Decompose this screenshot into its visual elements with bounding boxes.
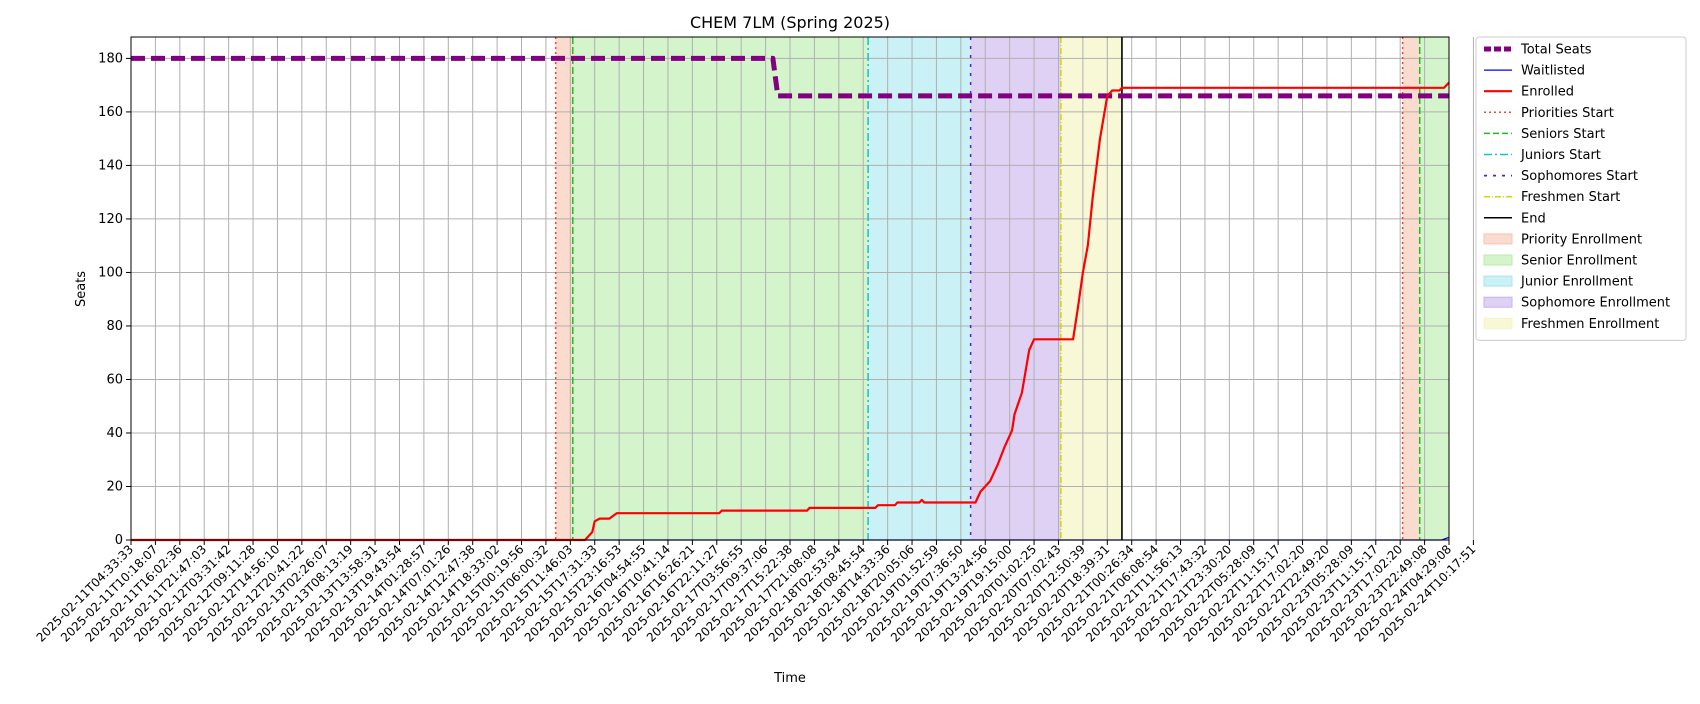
region-senior-enrollment-1 — [572, 37, 869, 540]
legend-label: Sophomore Enrollment — [1521, 296, 1670, 311]
legend-label: Junior Enrollment — [1520, 275, 1633, 290]
legend-swatch — [1483, 275, 1513, 287]
legend-label: End — [1521, 211, 1546, 226]
legend-swatch — [1483, 254, 1513, 266]
y-tick-label: 60 — [106, 372, 123, 387]
y-axis-ticks: 0 20 40 60 80 100 120 140 160 180 — [98, 51, 131, 548]
legend-label: Seniors Start — [1521, 127, 1605, 142]
legend: Total Seats Waitlisted Enrolled Priorities … — [1475, 36, 1687, 341]
legend-label: Freshmen Enrollment — [1521, 317, 1659, 332]
x-axis-ticks: 2025-02-11T04:33:332025-02-11T10:18:0720… — [34, 540, 1479, 645]
series-total-seats-line — [131, 55, 1449, 99]
region-sophomore-enrollment-3 — [970, 37, 1061, 540]
y-tick-label: 80 — [106, 319, 123, 334]
legend-label: Senior Enrollment — [1521, 254, 1637, 269]
series-enrolled-line — [131, 81, 1450, 542]
legend-box — [1475, 36, 1687, 341]
region-priority-enrollment-0 — [555, 37, 573, 540]
legend-label: Freshmen Start — [1521, 190, 1620, 205]
legend-label: Enrolled — [1521, 85, 1574, 100]
y-tick-label: 0 — [115, 533, 123, 548]
y-tick-label: 40 — [106, 426, 123, 441]
phase-markers — [554, 37, 1421, 540]
y-tick-label: 180 — [98, 51, 123, 66]
y-tick-label: 100 — [98, 265, 123, 280]
y-axis-label: Seats — [74, 271, 89, 307]
legend-label: Priority Enrollment — [1521, 232, 1642, 247]
legend-label: Sophomores Start — [1521, 169, 1638, 184]
y-tick-label: 140 — [98, 158, 123, 173]
legend-label: Total Seats — [1520, 43, 1592, 58]
region-freshmen-enrollment-4 — [1060, 37, 1122, 540]
legend-swatch — [1483, 233, 1513, 245]
region-priority-enrollment-5 — [1402, 37, 1420, 540]
region-junior-enrollment-2 — [868, 37, 971, 540]
x-axis-label: Time — [773, 671, 806, 686]
legend-label: Priorities Start — [1521, 106, 1614, 121]
y-tick-label: 160 — [98, 105, 123, 120]
y-tick-label: 20 — [106, 479, 123, 494]
legend-label: Waitlisted — [1521, 64, 1585, 79]
legend-swatch — [1483, 317, 1513, 329]
legend-swatch — [1483, 296, 1513, 308]
legend-label: Juniors Start — [1520, 148, 1601, 163]
y-tick-label: 120 — [98, 212, 123, 227]
enrollment-regions — [555, 37, 1449, 540]
chart-title: CHEM 7LM (Spring 2025) — [690, 13, 890, 32]
